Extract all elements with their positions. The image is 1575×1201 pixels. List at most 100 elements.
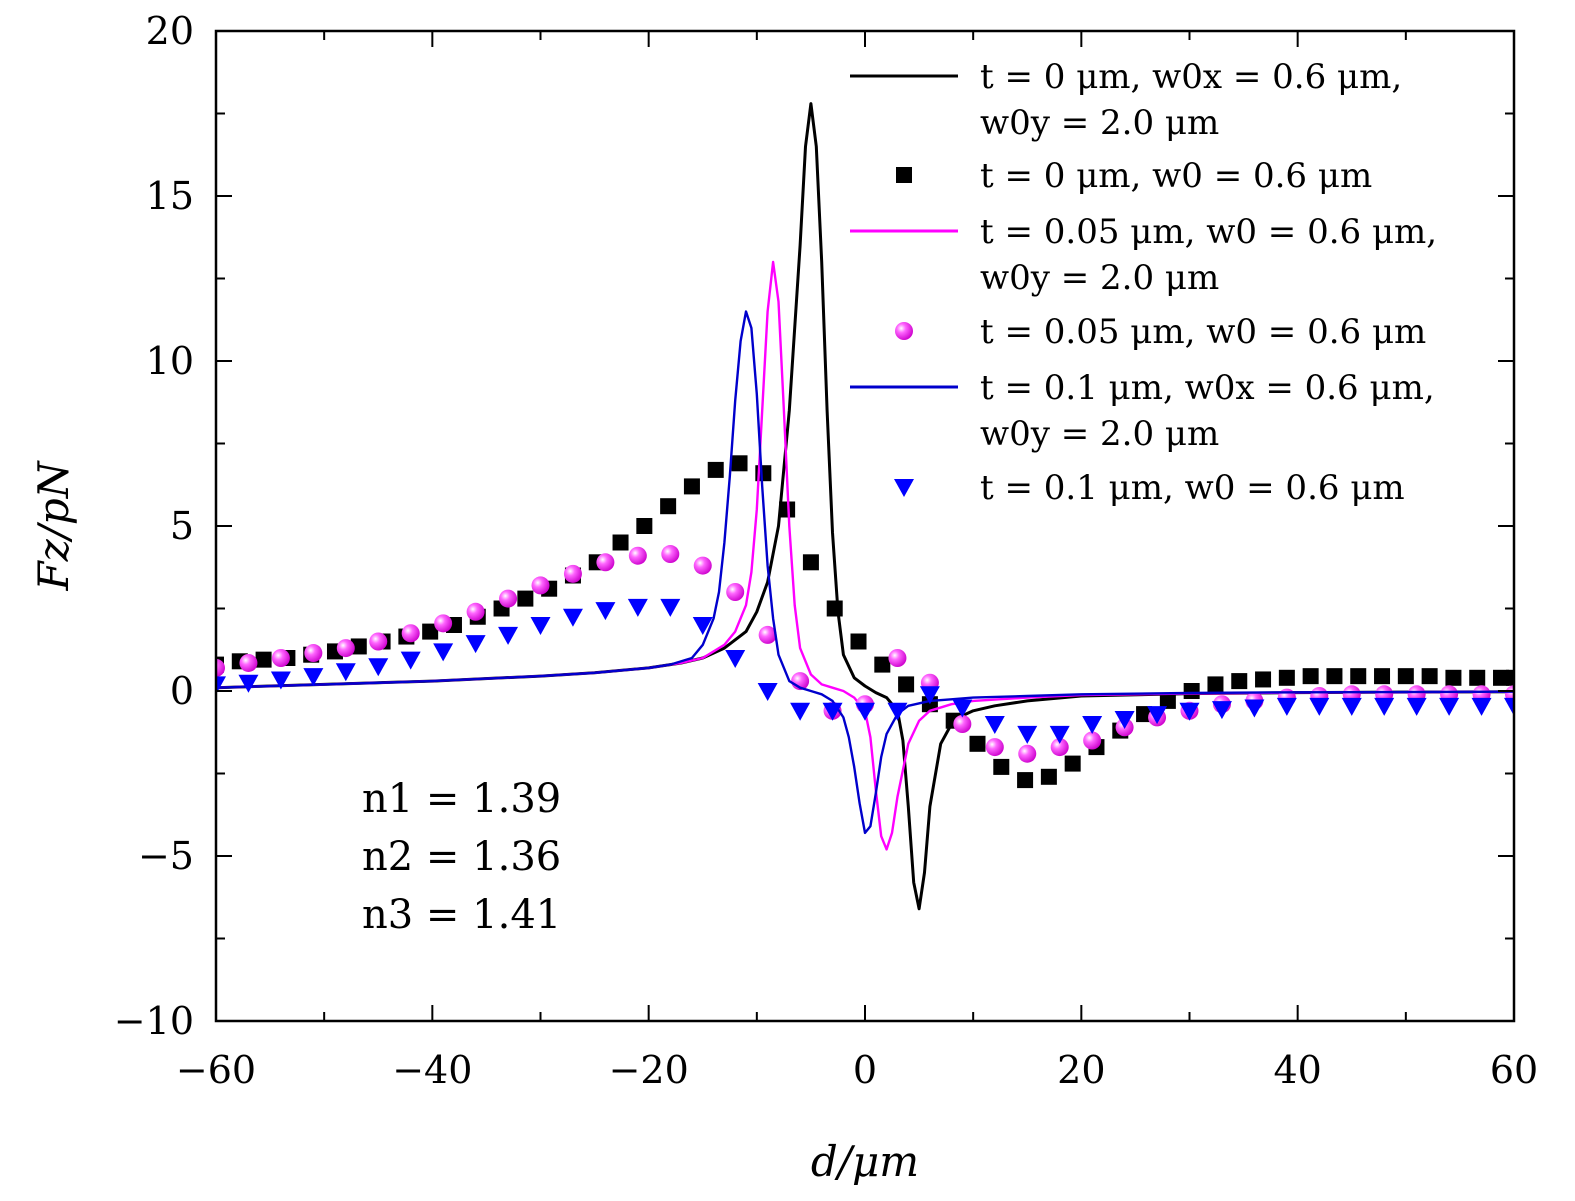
axis-ticks: −60 −40 −20 0 20 40 60 −10 −5 0 5 10 15 20: [114, 9, 1538, 1092]
x-tick-label: 0: [853, 1048, 877, 1092]
data-point: [1136, 706, 1153, 723]
data-point: [1083, 731, 1102, 750]
data-point: [1244, 699, 1265, 718]
data-point: [400, 651, 421, 670]
data-point: [1309, 697, 1330, 716]
data-point: [517, 590, 534, 607]
data-point: [693, 556, 712, 575]
legend-label: t = 0.05 μm, w0 = 0.6 μm: [980, 312, 1426, 352]
data-point: [692, 617, 713, 635]
legend-label: t = 0.05 μm, w0 = 0.6 μm, w0y = 2.0 μm: [980, 212, 1437, 298]
x-tick-label: −60: [176, 1048, 256, 1092]
data-point: [636, 518, 653, 534]
y-tick-label: 0: [170, 669, 194, 713]
legend-entry-6: t = 0.1 μm, w0 = 0.6 μm: [894, 468, 1405, 508]
data-point: [888, 649, 907, 667]
data-point: [238, 674, 259, 693]
data-point: [887, 702, 908, 721]
legend-label: t = 0.1 μm, w0x = 0.6 μm, w0y = 2.0 μm: [980, 368, 1435, 454]
data-point: [1159, 692, 1176, 709]
data-point: [1231, 673, 1248, 690]
data-point: [757, 683, 778, 701]
data-point: [1445, 669, 1462, 686]
data-point: [779, 501, 796, 518]
data-point: [726, 583, 745, 601]
data-point: [498, 626, 519, 645]
data-point: [596, 553, 615, 572]
data-point: [303, 668, 324, 687]
data-point: [434, 614, 453, 633]
data-point: [1147, 706, 1168, 725]
data-point: [661, 545, 680, 564]
annotation-n1: n1 = 1.39: [362, 776, 561, 822]
legend-label: t = 0 μm, w0 = 0.6 μm: [980, 156, 1372, 196]
data-marks: [216, 102, 1514, 911]
series-5: [216, 310, 1514, 835]
data-point: [874, 656, 891, 673]
data-point: [1302, 668, 1319, 685]
y-tick-label: 20: [146, 9, 194, 53]
data-point: [1255, 671, 1272, 688]
y-tick-label: −5: [138, 834, 194, 878]
series-line: [216, 310, 1514, 835]
series-3: [216, 260, 1514, 851]
data-point: [1397, 668, 1414, 685]
data-point: [1469, 669, 1486, 686]
data-point: [1504, 697, 1514, 716]
data-point: [790, 702, 811, 721]
data-point: [758, 625, 777, 644]
data-point: [660, 598, 681, 617]
data-point: [1082, 716, 1103, 734]
data-point: [985, 738, 1004, 757]
data-point: [1374, 697, 1395, 716]
annotations: n1 = 1.39 n2 = 1.36 n3 = 1.41: [362, 776, 561, 938]
data-point: [952, 699, 973, 718]
data-point: [401, 624, 420, 643]
data-point: [919, 686, 940, 705]
data-point: [1406, 697, 1427, 716]
data-point: [1326, 668, 1343, 685]
data-point: [628, 546, 647, 565]
data-point: [660, 498, 677, 515]
data-point: [1350, 668, 1367, 685]
data-point: [683, 478, 700, 495]
data-point: [984, 716, 1005, 734]
data-point: [1506, 669, 1514, 686]
data-point: [993, 758, 1010, 775]
x-axis-title: d/μm: [811, 1137, 919, 1186]
data-point: [822, 702, 843, 721]
data-point: [216, 676, 226, 695]
data-point: [499, 589, 518, 608]
data-point: [707, 461, 724, 478]
data-point: [1341, 697, 1362, 716]
x-tick-label: 60: [1490, 1048, 1538, 1092]
legend-swatch: [896, 167, 912, 183]
data-point: [466, 602, 485, 621]
data-point: [1179, 702, 1200, 721]
legend-entry-5: t = 0.1 μm, w0x = 0.6 μm, w0y = 2.0 μm: [850, 368, 1435, 454]
data-point: [1207, 676, 1224, 693]
y-tick-label: 10: [146, 339, 194, 383]
x-tick-label: 20: [1057, 1048, 1105, 1092]
legend-entry-1: t = 0 μm, w0x = 0.6 μm, w0y = 2.0 μm: [850, 57, 1402, 143]
legend: t = 0 μm, w0x = 0.6 μm, w0y = 2.0 μm t = 0…: [850, 57, 1437, 508]
data-point: [304, 644, 323, 663]
data-point: [271, 649, 290, 667]
data-point: [1374, 668, 1391, 685]
y-tick-label: 15: [146, 174, 194, 218]
data-point: [562, 608, 583, 627]
data-point: [270, 671, 291, 690]
x-tick-label: −40: [392, 1048, 472, 1092]
annotation-n3: n3 = 1.41: [362, 892, 561, 938]
data-point: [465, 635, 486, 654]
annotation-n2: n2 = 1.36: [362, 834, 561, 880]
y-tick-label: 5: [170, 504, 194, 548]
data-point: [1050, 738, 1069, 757]
y-tick-label: −10: [114, 999, 194, 1043]
data-point: [826, 600, 843, 617]
data-point: [1183, 683, 1200, 699]
data-point: [336, 639, 355, 658]
data-point: [335, 663, 356, 682]
data-point: [855, 702, 875, 721]
